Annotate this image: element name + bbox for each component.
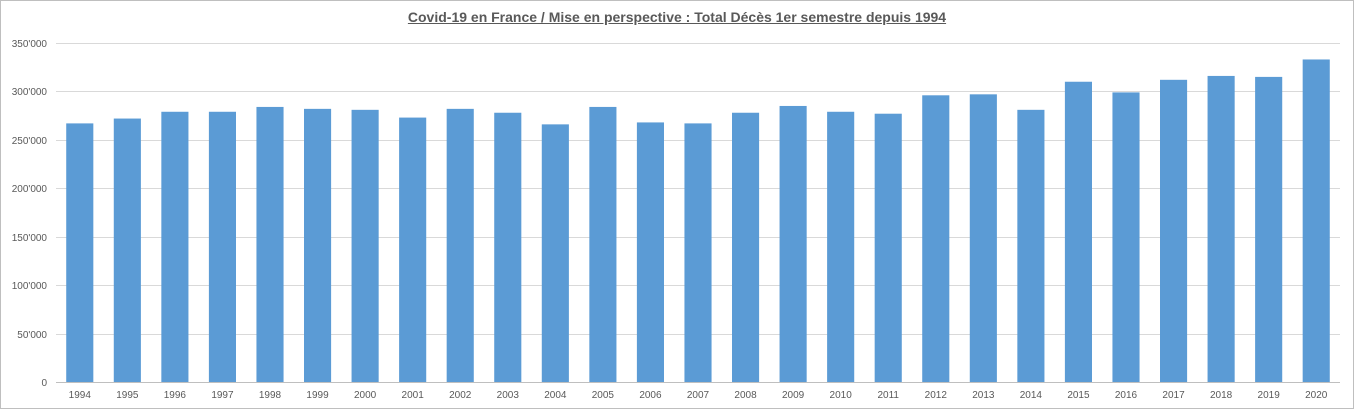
x-tick-label: 2006: [639, 390, 662, 401]
x-axis-tick-labels: 1994 1995 1996 1997 1998 1999 2000 2001 2002 2003…: [69, 390, 1328, 401]
x-tick-label: 2001: [402, 390, 425, 401]
bar-1999: [304, 108, 332, 383]
x-tick-label: 2008: [734, 390, 757, 401]
x-tick-label: 2017: [1162, 390, 1185, 401]
bar-2006: [636, 122, 664, 383]
bar-2004: [541, 124, 569, 383]
x-tick-label: 2009: [782, 390, 805, 401]
bars: [66, 59, 1330, 383]
x-tick-label: 1995: [116, 390, 139, 401]
x-tick-label: 2011: [877, 390, 899, 401]
y-tick-label: 100'000: [12, 281, 48, 292]
bar-1997: [208, 111, 236, 383]
bar-2002: [446, 108, 474, 383]
bar-2010: [827, 111, 855, 383]
bar-1994: [66, 123, 94, 382]
bar-2019: [1255, 76, 1283, 383]
x-tick-label: 2014: [1020, 390, 1043, 401]
chart-title: Covid-19 en France / Mise en perspective…: [407, 9, 947, 25]
bar-1996: [161, 111, 189, 383]
bar-2012: [922, 95, 950, 383]
bar-2003: [494, 112, 522, 383]
y-tick-label: 150'000: [12, 233, 48, 244]
y-tick-label: 300'000: [12, 87, 48, 98]
bar-2008: [732, 112, 760, 383]
bar-2020: [1302, 59, 1330, 382]
x-tick-label: 2010: [830, 390, 853, 401]
x-tick-label: 2005: [592, 390, 615, 401]
bar-1995: [113, 118, 141, 383]
bar-2007: [684, 123, 712, 382]
x-tick-label: 1996: [164, 390, 187, 401]
x-tick-label: 2000: [354, 390, 377, 401]
y-tick-label: 50'000: [17, 330, 47, 341]
y-tick-label: 0: [41, 378, 47, 389]
bar-2016: [1112, 92, 1140, 383]
x-tick-label: 2002: [449, 390, 472, 401]
x-tick-label: 2015: [1067, 390, 1090, 401]
x-tick-label: 2003: [497, 390, 520, 401]
y-tick-label: 350'000: [12, 39, 48, 50]
x-tick-label: 1997: [211, 390, 234, 401]
bar-2015: [1064, 81, 1092, 383]
bar-1998: [256, 106, 284, 383]
x-tick-label: 1998: [259, 390, 282, 401]
x-tick-label: 2018: [1210, 390, 1233, 401]
bar-2014: [1017, 109, 1045, 382]
x-tick-label: 2020: [1305, 390, 1328, 401]
x-tick-label: 2019: [1258, 390, 1281, 401]
x-tick-label: 2007: [687, 390, 710, 401]
x-tick-label: 1994: [69, 390, 92, 401]
bar-2018: [1207, 75, 1235, 383]
bar-2009: [779, 105, 807, 383]
bar-2013: [969, 94, 997, 382]
x-tick-label: 2013: [972, 390, 995, 401]
y-tick-label: 250'000: [12, 136, 48, 147]
y-axis-tick-labels: 0 50'000 100'000 150'000 200'000 250'000 300'0…: [12, 39, 48, 389]
y-tick-label: 200'000: [12, 184, 48, 195]
x-tick-label: 2012: [925, 390, 948, 401]
bar-2000: [351, 109, 379, 382]
x-tick-label: 2016: [1115, 390, 1138, 401]
bar-2001: [399, 117, 427, 382]
x-tick-label: 2004: [544, 390, 567, 401]
bar-2011: [874, 113, 902, 383]
bar-2017: [1160, 79, 1188, 382]
x-tick-label: 1999: [306, 390, 329, 401]
bar-2005: [589, 106, 617, 383]
